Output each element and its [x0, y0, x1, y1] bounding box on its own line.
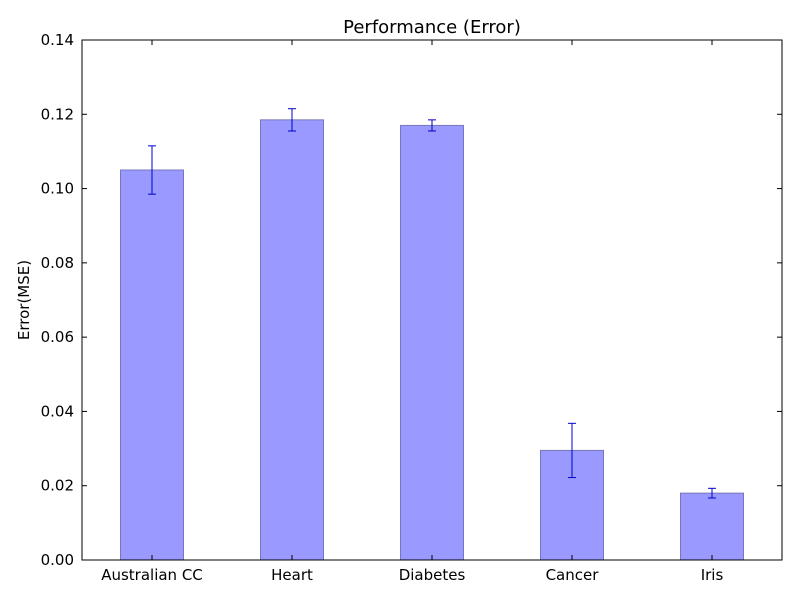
y-tick-label: 0.08 — [41, 254, 74, 272]
bar-heart — [260, 119, 324, 561]
x-tick-label: Iris — [701, 566, 724, 584]
bar-iris — [680, 492, 744, 561]
x-tick-label: Cancer — [546, 566, 600, 584]
y-tick-label: 0.06 — [41, 328, 74, 346]
y-axis: 0.00 0.02 0.04 0.06 0.08 0.10 0.12 0.14 — [41, 31, 782, 569]
x-tick-label: Australian CC — [101, 566, 203, 584]
plot-frame — [81, 39, 783, 561]
y-tick-label: 0.02 — [41, 477, 74, 495]
y-axis-label: Error(MSE) — [15, 260, 33, 340]
y-tick-label: 0.04 — [41, 402, 74, 420]
bars-group — [120, 119, 744, 561]
chart-title: Performance (Error) — [343, 17, 521, 38]
y-tick-label: 0.00 — [41, 551, 74, 569]
y-tick-label: 0.14 — [41, 31, 74, 49]
error-bars-group — [148, 108, 716, 499]
bar-diabetes — [400, 124, 464, 561]
x-axis: Australian CC Heart Diabetes Cancer Iris — [101, 40, 723, 584]
x-tick-label: Diabetes — [399, 566, 466, 584]
bar-australian-cc — [120, 169, 184, 561]
error-bar — [288, 108, 296, 132]
error-bar — [428, 119, 436, 132]
error-bar — [148, 145, 156, 195]
x-tick-label: Heart — [271, 566, 313, 584]
error-bar — [708, 487, 716, 499]
y-tick-label: 0.12 — [41, 105, 74, 123]
y-tick-label: 0.10 — [41, 180, 74, 198]
error-bar — [568, 422, 576, 479]
